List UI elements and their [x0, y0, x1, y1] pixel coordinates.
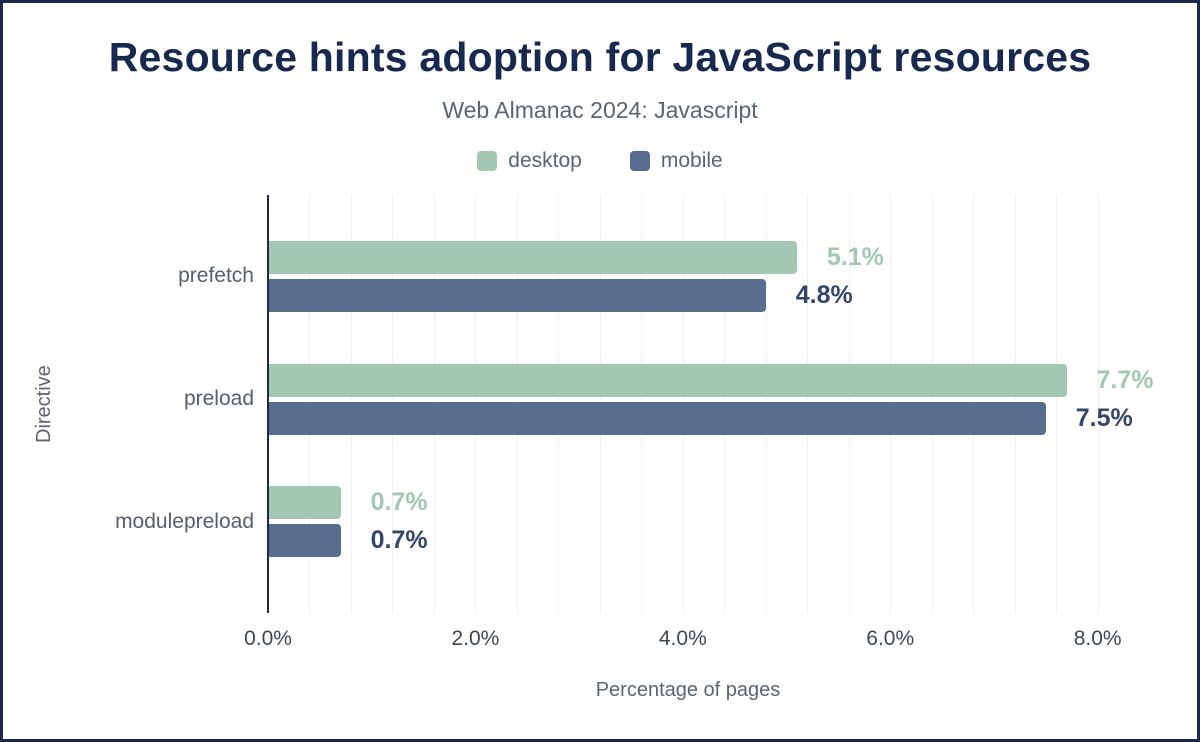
legend-item-mobile: mobile [629, 149, 723, 173]
chart-subtitle: Web Almanac 2024: Javascript [442, 97, 758, 123]
legend-label-mobile: mobile [660, 149, 723, 172]
bar-mobile-preload [268, 401, 1046, 435]
x-tick-label-0.0%: 0.0% [244, 627, 292, 650]
bar-row-desktop-modulepreload: 0.7% [268, 486, 428, 520]
x-tick-label-6.0%: 6.0% [866, 627, 915, 650]
bar-mobile-prefetch [268, 278, 766, 312]
y-axis-line [267, 195, 269, 613]
legend-swatch-desktop-icon [477, 151, 498, 171]
bar-desktop-prefetch [268, 240, 797, 274]
legend: desktop mobile [3, 149, 1197, 173]
bar-row-mobile-modulepreload: 0.7% [268, 524, 428, 558]
bar-desktop-modulepreload [268, 486, 341, 520]
x-tick-label-8.0%: 8.0% [1073, 627, 1122, 650]
y-axis-label: Directive [33, 365, 55, 443]
value-label-mobile-modulepreload: 0.7% [370, 526, 428, 555]
gridline [1097, 195, 1099, 613]
x-tick-label-2.0%: 2.0% [451, 627, 500, 650]
category-label-prefetch: prefetch [178, 264, 254, 288]
bar-mobile-modulepreload [268, 524, 341, 558]
x-tick-label-4.0%: 4.0% [658, 627, 707, 650]
legend-item-desktop: desktop [477, 149, 582, 173]
gridline [1056, 195, 1058, 613]
legend-swatch-mobile-icon [629, 151, 650, 171]
category-label-preload: preload [183, 387, 254, 410]
legend-label-desktop: desktop [508, 149, 582, 172]
bar-row-mobile-preload: 7.5% [268, 401, 1133, 435]
value-label-mobile-preload: 7.5% [1075, 403, 1133, 432]
bar-desktop-preload [268, 363, 1067, 397]
value-label-desktop-prefetch: 5.1% [826, 242, 884, 271]
value-label-desktop-modulepreload: 0.7% [370, 488, 428, 517]
bar-row-mobile-prefetch: 4.8% [268, 278, 853, 312]
value-label-desktop-preload: 7.7% [1096, 365, 1154, 394]
x-axis-label: Percentage of pages [595, 679, 781, 701]
chart-title: Resource hints adoption for JavaScript r… [108, 34, 1092, 80]
plot-area: 5.1% 4.8% 7.7% 7.5% 0.7% 0.7% prefetch preload… [115, 195, 1154, 650]
bar-row-desktop-preload: 7.7% [268, 363, 1154, 397]
bar-row-desktop-prefetch: 5.1% [268, 240, 884, 274]
value-label-mobile-prefetch: 4.8% [795, 280, 853, 309]
category-label-modulepreload: modulepreload [115, 509, 254, 533]
